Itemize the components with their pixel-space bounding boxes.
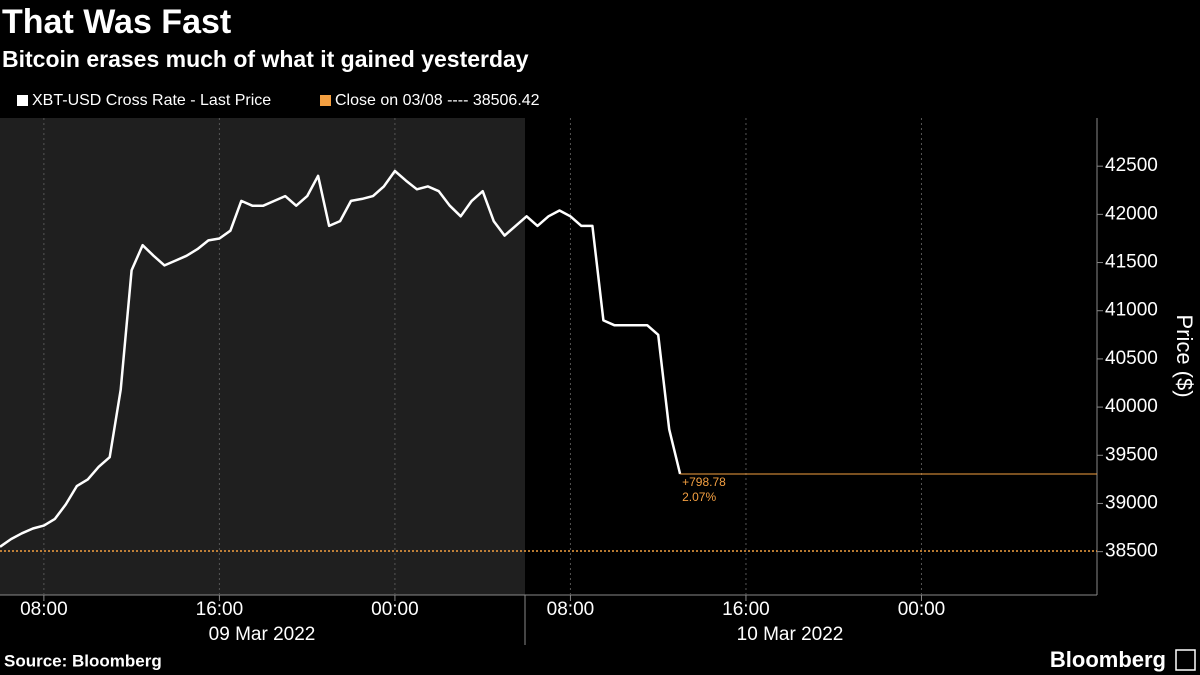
x-tick-label: 16:00 (722, 599, 770, 620)
y-tick-label: 39000 (1105, 492, 1158, 513)
y-axis-title: Price ($) (1172, 314, 1197, 397)
brand-icon (1175, 649, 1196, 671)
y-tick-label: 41500 (1105, 252, 1158, 273)
legend-swatch (17, 95, 28, 106)
y-tick-label: 42500 (1105, 155, 1158, 176)
y-tick-label: 42000 (1105, 203, 1158, 224)
brand-logo: Bloomberg (1050, 647, 1166, 672)
chart-subtitle: Bitcoin erases much of what it gained ye… (2, 46, 529, 72)
session-shade (0, 118, 525, 595)
y-tick-label: 40000 (1105, 396, 1158, 417)
legend-label: XBT-USD Cross Rate - Last Price (32, 92, 271, 109)
date-label: 10 Mar 2022 (737, 624, 844, 645)
date-label: 09 Mar 2022 (209, 624, 316, 645)
y-tick-label: 40500 (1105, 348, 1158, 369)
y-tick-label: 41000 (1105, 300, 1158, 321)
x-tick-label: 08:00 (20, 599, 68, 620)
x-tick-label: 16:00 (196, 599, 244, 620)
x-tick-label: 00:00 (898, 599, 946, 620)
y-tick-label: 39500 (1105, 444, 1158, 465)
x-tick-label: 08:00 (547, 599, 595, 620)
price-line (0, 169, 682, 548)
legend-label: Close on 03/08 ---- 38506.42 (335, 92, 540, 109)
x-tick-label: 00:00 (371, 599, 419, 620)
legend-swatch (320, 95, 331, 106)
source: Source: Bloomberg (4, 651, 162, 670)
y-tick-label: 38500 (1105, 541, 1158, 562)
annotation: +798.78 (682, 475, 726, 489)
annotation: 2.07% (682, 490, 716, 504)
chart-title: That Was Fast (2, 3, 231, 41)
